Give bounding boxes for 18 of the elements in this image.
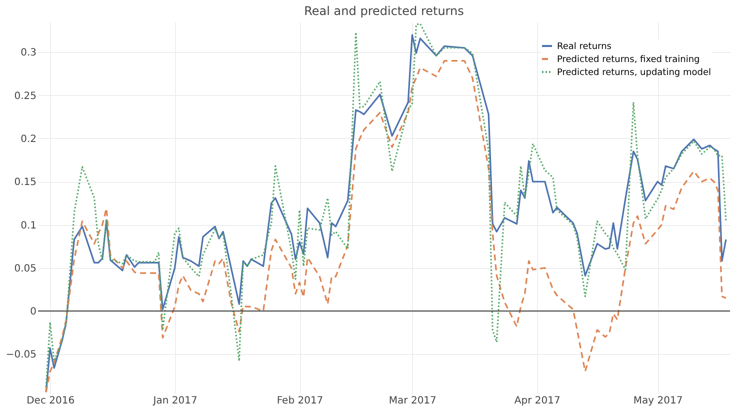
legend-label: Predicted returns, fixed training	[557, 55, 700, 65]
y-tick-label: 0	[30, 306, 36, 318]
y-tick-label: 0.05	[14, 263, 36, 274]
y-tick-label: 0.2	[20, 134, 36, 145]
legend-label: Predicted returns, updating model	[557, 68, 712, 78]
x-tick-label: Feb 2017	[276, 396, 324, 406]
x-tick-label: Dec 2016	[26, 396, 75, 406]
y-tick-label: 0.3	[20, 48, 36, 59]
y-tick-label: −0.05	[6, 350, 36, 361]
y-tick-label: 0.25	[14, 90, 36, 102]
x-tick-label: Mar 2017	[388, 396, 436, 406]
x-tick-label: May 2017	[633, 396, 683, 406]
chart-title: Real and predicted returns	[304, 4, 464, 18]
x-tick-label: Apr 2017	[514, 396, 560, 406]
legend-label: Real returns	[557, 42, 612, 52]
x-tick-label: Jan 2017	[152, 396, 198, 406]
y-tick-label: 0.1	[20, 220, 36, 232]
y-tick-label: 0.15	[14, 177, 36, 188]
